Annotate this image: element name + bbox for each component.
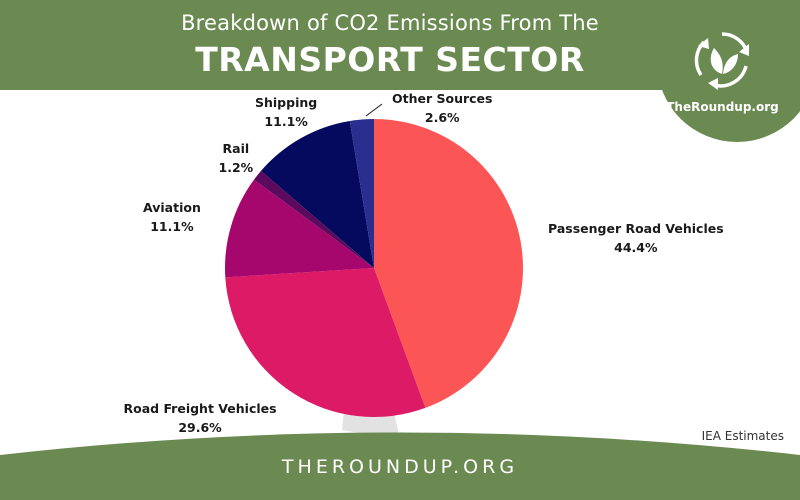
slice-label-value: 1.2% bbox=[218, 160, 254, 175]
slice-label-name: Rail bbox=[222, 141, 250, 156]
brand-badge-text: TheRoundup.org bbox=[666, 100, 779, 114]
pie-slices bbox=[225, 119, 523, 417]
slice-label-other-sources: Other Sources 2.6% bbox=[392, 89, 492, 127]
slice-label-value: 11.1% bbox=[150, 219, 194, 234]
slice-label-passenger-road-vehicles: Passenger Road Vehicles 44.4% bbox=[548, 219, 724, 257]
slice-label-aviation: Aviation 11.1% bbox=[143, 198, 201, 236]
chart-title-line1: Breakdown of CO2 Emissions From The bbox=[181, 11, 599, 35]
slice-label-value: 29.6% bbox=[178, 420, 222, 435]
slice-label-name: Passenger Road Vehicles bbox=[548, 221, 724, 236]
pie-slice-other-sources bbox=[349, 119, 374, 268]
footer-url: THEROUNDUP.ORG bbox=[281, 456, 519, 478]
slice-label-name: Aviation bbox=[143, 200, 201, 215]
slice-label-name: Road Freight Vehicles bbox=[123, 401, 277, 416]
slice-label-name: Shipping bbox=[255, 95, 318, 110]
pie-slice-shipping bbox=[261, 120, 374, 268]
recycle-leaf-icon bbox=[694, 32, 749, 90]
slice-label-value: 2.6% bbox=[424, 110, 460, 125]
leader-line-other-sources bbox=[365, 103, 383, 117]
pie-slice-road-freight-vehicles bbox=[225, 268, 426, 417]
source-note: IEA Estimates bbox=[701, 429, 784, 443]
chart-title-line2: TRANSPORT SECTOR bbox=[195, 40, 585, 79]
slice-label-value: 11.1% bbox=[264, 114, 308, 129]
slice-label-shipping: Shipping 11.1% bbox=[255, 93, 317, 131]
pie-slice-aviation bbox=[225, 179, 374, 278]
pie-slice-rail bbox=[254, 170, 374, 268]
slice-label-rail: Rail 1.2% bbox=[219, 139, 254, 177]
slice-label-road-freight-vehicles: Road Freight Vehicles 29.6% bbox=[124, 399, 277, 437]
slice-label-value: 44.4% bbox=[614, 240, 658, 255]
slice-label-name: Other Sources bbox=[392, 91, 493, 106]
pie-slice-passenger-road-vehicles bbox=[374, 119, 523, 408]
